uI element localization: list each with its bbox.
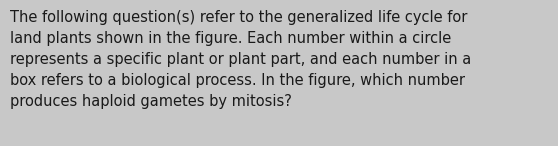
Text: The following question(s) refer to the generalized life cycle for
land plants sh: The following question(s) refer to the g…	[10, 10, 472, 109]
